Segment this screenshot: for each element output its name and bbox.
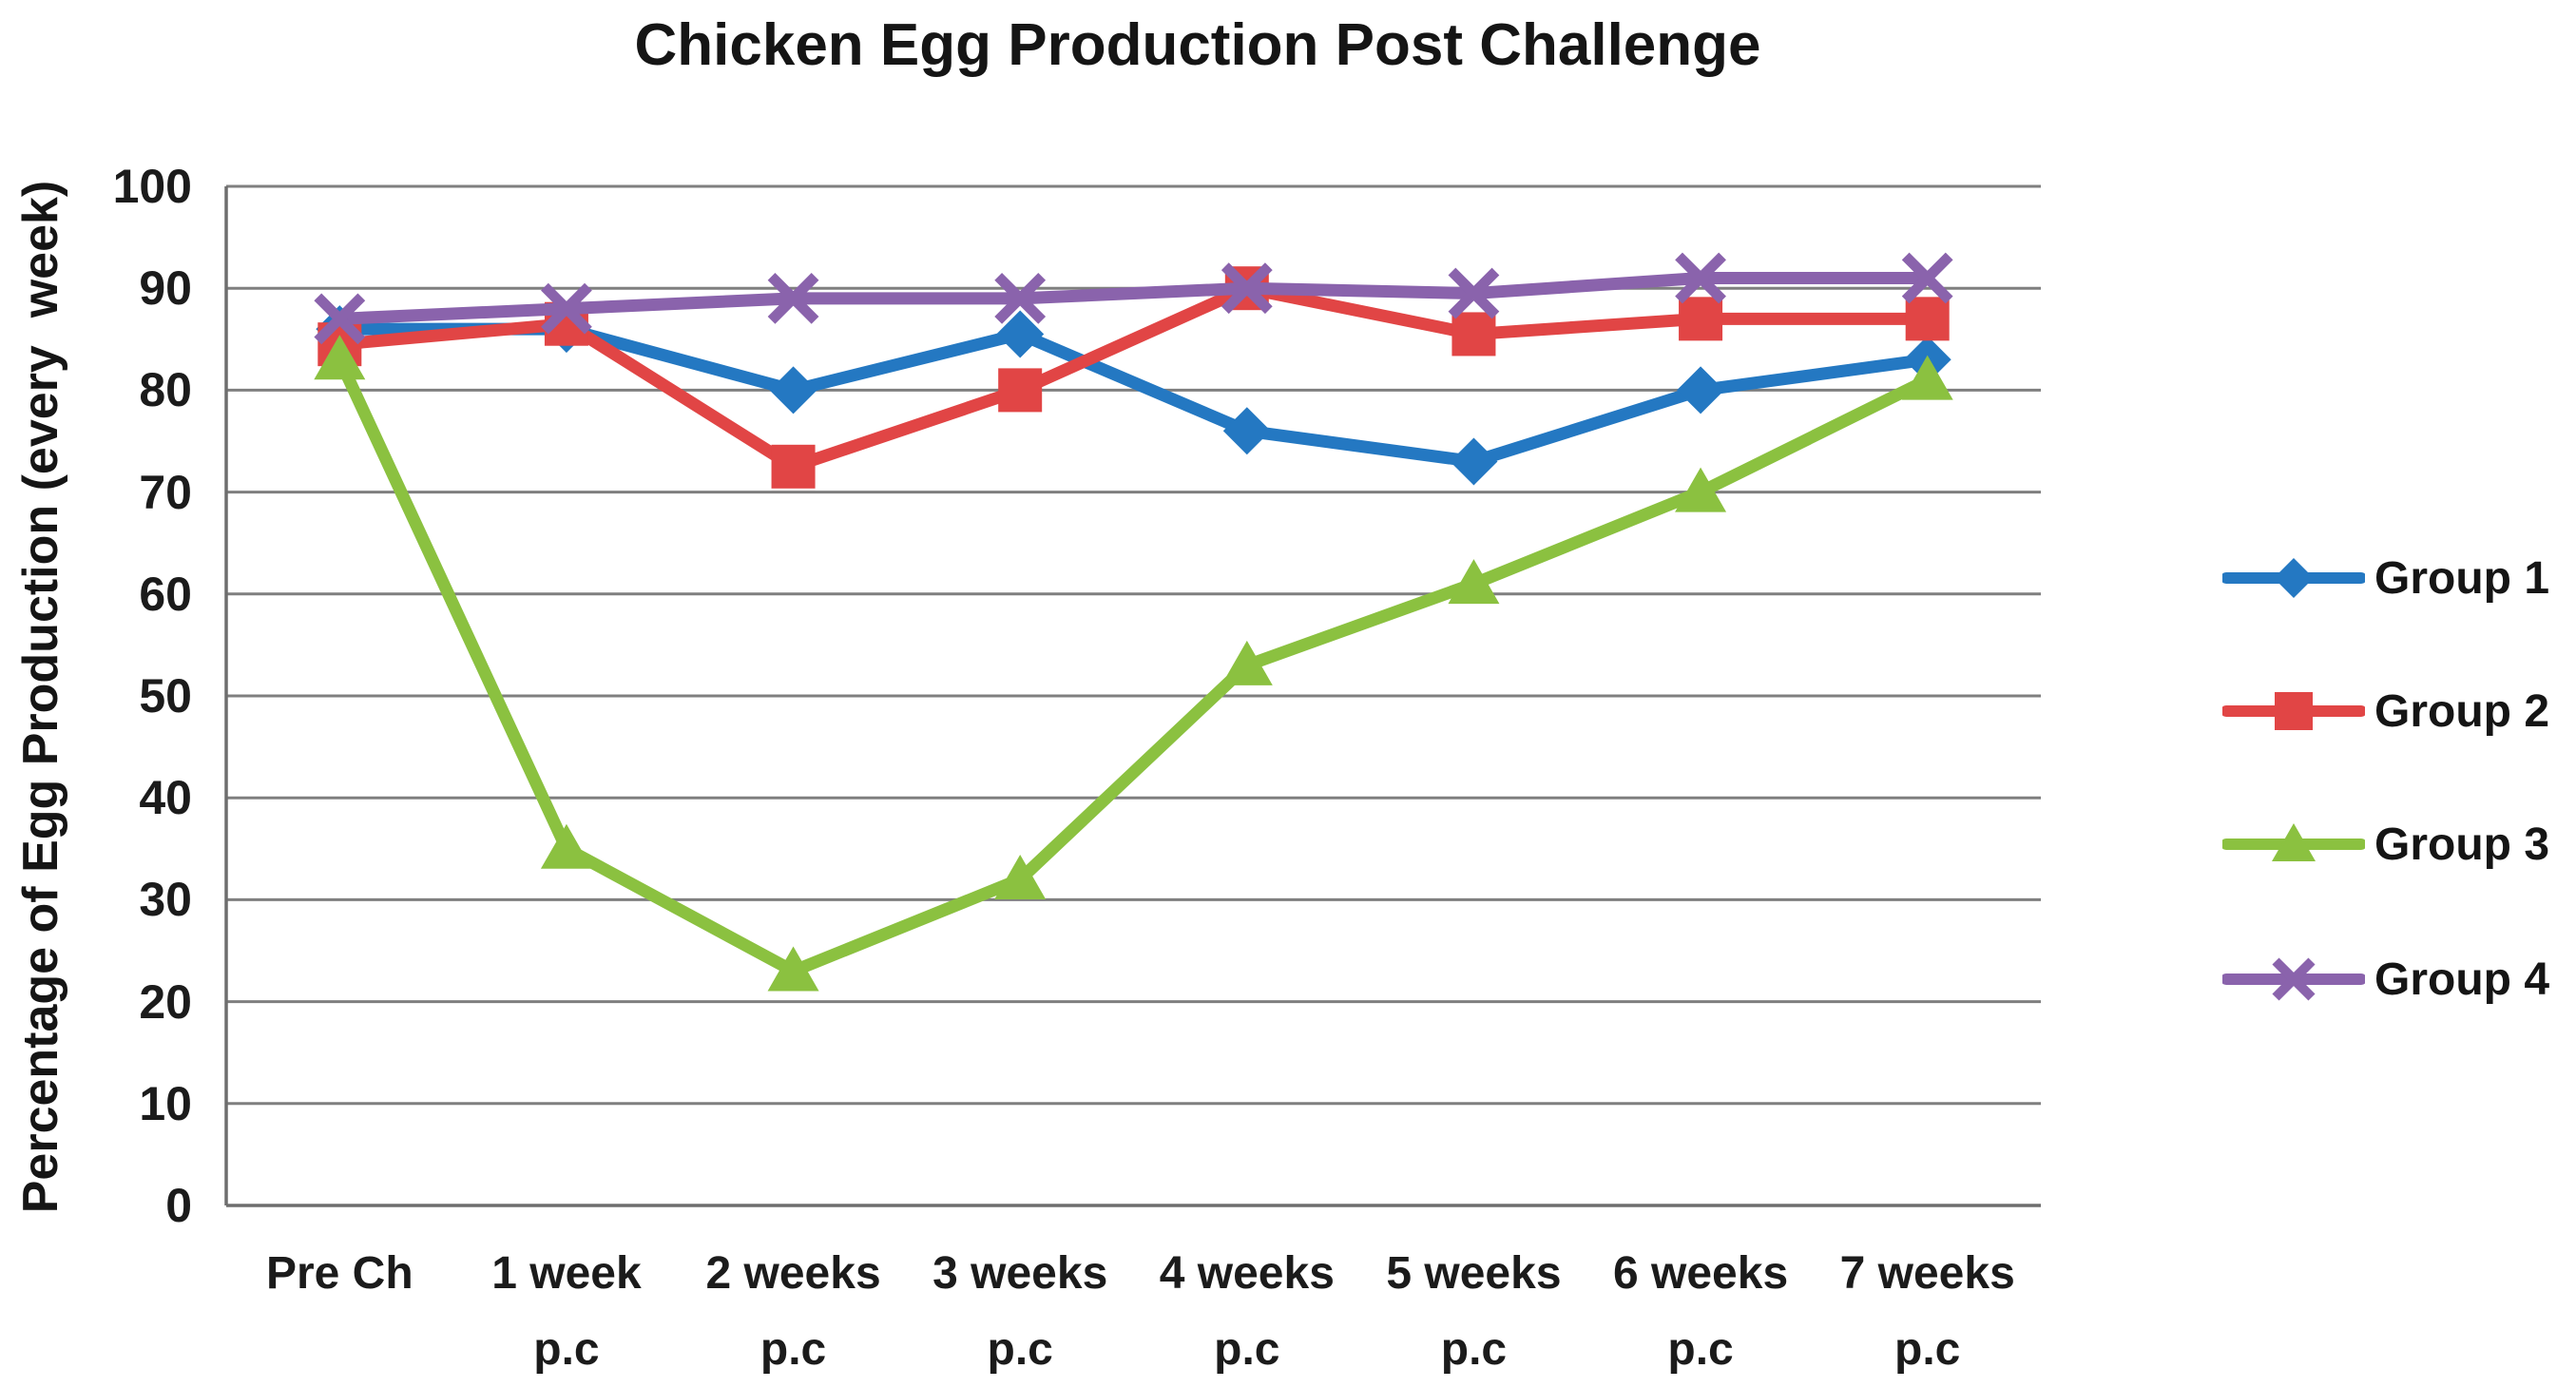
- triangle-icon: [2272, 823, 2316, 861]
- x-tick-line1: Pre Ch: [265, 1248, 413, 1299]
- legend-label: Group 1: [2374, 552, 2550, 604]
- y-tick-label-20: 20: [139, 974, 192, 1029]
- marker-group-2-point-2: [771, 444, 816, 489]
- x-tick-line2: p.c: [1214, 1324, 1280, 1375]
- x-tick-line1: 7 weeks: [1839, 1248, 2015, 1299]
- marker-group-3-point-0: [314, 335, 366, 380]
- x-tick-line2: p.c: [1667, 1324, 1734, 1375]
- series-line-group-3: [333, 353, 1934, 977]
- y-tick-label-30: 30: [139, 873, 192, 927]
- marker-group-2-point-5: [1451, 312, 1496, 357]
- series-line-group-2: [333, 281, 1934, 473]
- series-line-group-1: [333, 322, 1934, 468]
- x-legend-marker-icon: [2222, 957, 2365, 1001]
- legend-item-group-1: Group 1: [2222, 535, 2549, 621]
- x-tick-line1: 2 weeks: [705, 1248, 881, 1299]
- marker-group-4-point-3: [994, 273, 1047, 324]
- x-tick-line2: p.c: [1894, 1324, 1961, 1375]
- x-tick-line1: 5 weeks: [1386, 1248, 1562, 1299]
- diamond-legend-marker-icon: [2222, 558, 2365, 598]
- x-tick-line1: 4 weeks: [1159, 1248, 1335, 1299]
- marker-group-1-point-4: [1222, 407, 1271, 455]
- x-tick-line1: 6 weeks: [1612, 1248, 1789, 1299]
- x-tick-line2: p.c: [987, 1324, 1053, 1375]
- y-tick-label-10: 10: [139, 1076, 192, 1130]
- x-tick-line1: 1 week: [491, 1248, 642, 1299]
- y-tick-label-100: 100: [112, 160, 192, 213]
- marker-group-4-point-7: [1901, 252, 1953, 304]
- marker-group-4-point-6: [1675, 252, 1726, 304]
- marker-group-3-point-3: [994, 854, 1047, 899]
- marker-group-2-point-3: [998, 368, 1043, 413]
- x-tick-label-2: 1 week p.c: [443, 1236, 690, 1388]
- square-legend-marker-icon: [2222, 692, 2365, 730]
- diamond-icon: [2274, 558, 2314, 598]
- marker-group-1-point-3: [996, 310, 1045, 358]
- marker-group-1-point-5: [1450, 437, 1498, 486]
- marker-group-1-point-6: [1677, 366, 1725, 414]
- marker-group-4-point-2: [767, 273, 819, 324]
- marker-group-3-point-7: [1901, 355, 1953, 400]
- square-icon: [2275, 692, 2313, 730]
- legend-label: Group 3: [2374, 819, 2550, 870]
- chart-title: Chicken Egg Production Post Challenge: [634, 12, 1761, 78]
- marker-group-3-point-5: [1448, 559, 1500, 605]
- marker-group-4-point-4: [1221, 262, 1273, 315]
- y-tick-label-60: 60: [139, 567, 192, 621]
- x-tick-label-5: 4 weeks p.c: [1124, 1236, 1371, 1388]
- y-tick-label-50: 50: [139, 669, 192, 723]
- marker-group-2-point-7: [1905, 297, 1950, 341]
- series-line-group-4: [333, 271, 1934, 325]
- x-tick-label-1: Pre Ch: [216, 1236, 463, 1312]
- y-tick-label-0: 0: [165, 1179, 192, 1232]
- x-tick-line2: p.c: [533, 1324, 600, 1375]
- x-tick-line2: p.c: [759, 1324, 827, 1375]
- marker-group-4-point-5: [1448, 267, 1500, 319]
- y-tick-label-90: 90: [139, 261, 192, 316]
- legend-item-group-4: Group 4: [2222, 936, 2549, 1022]
- x-tick-label-4: 3 weeks p.c: [896, 1236, 1144, 1388]
- legend-label: Group 2: [2374, 685, 2550, 737]
- marker-group-2-point-6: [1679, 297, 1723, 341]
- marker-group-4-point-0: [314, 293, 366, 345]
- marker-group-3-point-4: [1221, 640, 1273, 685]
- x-tick-line1: 3 weeks: [932, 1248, 1108, 1299]
- marker-group-3-point-6: [1675, 467, 1727, 512]
- marker-group-1-point-2: [769, 366, 817, 414]
- legend-item-group-2: Group 2: [2222, 668, 2549, 754]
- x-tick-label-6: 5 weeks p.c: [1350, 1236, 1597, 1388]
- y-tick-label-70: 70: [139, 465, 192, 519]
- marker-group-3-point-2: [767, 946, 819, 992]
- x-tick-label-7: 6 weeks p.c: [1577, 1236, 1824, 1388]
- legend-label: Group 4: [2374, 954, 2550, 1005]
- x-icon: [2272, 957, 2316, 1001]
- y-tick-label-40: 40: [139, 771, 192, 825]
- triangle-legend-marker-icon: [2222, 823, 2365, 861]
- marker-group-4-point-1: [541, 282, 592, 335]
- marker-group-3-point-1: [540, 823, 592, 869]
- x-tick-label-3: 2 weeks p.c: [670, 1236, 917, 1388]
- x-tick-line2: p.c: [1440, 1324, 1508, 1375]
- y-tick-label-80: 80: [139, 363, 192, 417]
- legend-item-group-3: Group 3: [2222, 801, 2549, 887]
- x-tick-label-8: 7 weeks p.c: [1804, 1236, 2051, 1388]
